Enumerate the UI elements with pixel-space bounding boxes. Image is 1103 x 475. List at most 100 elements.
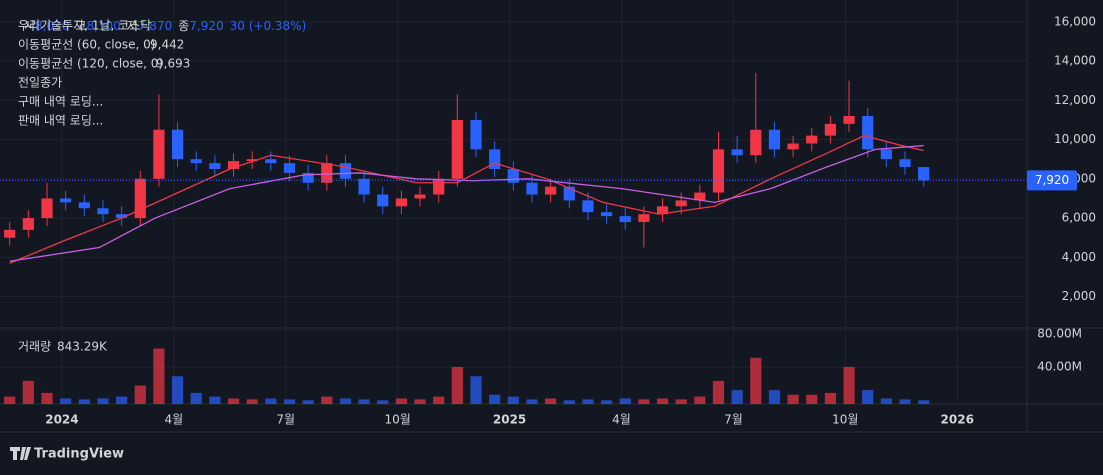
candle-body (694, 192, 706, 201)
prev-close: 전일종가 (18, 76, 62, 90)
volume-bar (563, 400, 575, 404)
volume-bar (675, 399, 687, 404)
header-high-label: 고 (75, 19, 86, 33)
logo (10, 447, 31, 460)
volume-bar (843, 367, 855, 404)
volume-bar (768, 390, 781, 404)
candle-body (619, 216, 631, 222)
volume-bar (433, 396, 445, 404)
brand: TradingView (10, 447, 124, 462)
candle-body (470, 119, 482, 150)
volume-bar (918, 400, 930, 404)
legend: 우리기술투자, 1날, 코스닥 이동평균선 (60, close, 0) 이동평… (18, 19, 163, 354)
volume-bar (97, 398, 109, 404)
candle-body (4, 229, 16, 238)
candle-body (134, 178, 146, 219)
volume-bar (750, 357, 762, 404)
y-tick-label: 6,000 (1062, 211, 1096, 225)
volume-value: 843.29K (57, 340, 108, 354)
candle-body (22, 218, 34, 230)
volume-bar (862, 390, 874, 404)
volume-bar (545, 398, 557, 404)
candle-body (638, 214, 650, 222)
volume-bar (712, 380, 725, 404)
volume-bar (4, 396, 16, 404)
candle-body (451, 119, 463, 179)
last-price-label: 7,920 (1035, 173, 1069, 187)
volume-bar (377, 400, 389, 404)
candle-body (880, 149, 892, 160)
candle-body (545, 186, 557, 195)
candle-body (489, 149, 501, 169)
header-change: 30 (+0.38%) (230, 19, 307, 33)
candle-body (302, 172, 314, 183)
volume-bar (321, 396, 333, 404)
volume-bar (600, 400, 613, 404)
ohlc-header: 시8,010 고8,100 저7,870 종7,920 30 (+0.38%) (24, 19, 306, 33)
volume-bar (787, 394, 799, 404)
x-tick-label: 2024 (45, 413, 78, 427)
candle-body (414, 194, 426, 199)
x-tick-label: 2025 (493, 413, 526, 427)
volume-bar (731, 390, 743, 404)
y-tick-label: 12,000 (1054, 93, 1096, 107)
candle-body (283, 163, 296, 173)
volume-bar (60, 398, 72, 404)
candle-body (918, 167, 930, 181)
candle-body (787, 143, 799, 150)
vol-tick-label: 40.00M (1037, 360, 1082, 374)
volume-bar (806, 394, 818, 404)
volume-bar (78, 399, 90, 404)
candle-body (899, 159, 911, 168)
candle-body (97, 208, 109, 215)
volume-bar (899, 399, 911, 404)
y-tick-label: 10,000 (1054, 132, 1096, 146)
ma-legend: 이동평균선 (120, close, 0) (18, 57, 163, 71)
candle-body (582, 200, 594, 213)
ma-legend: 이동평균선 (60, close, 0) (18, 38, 155, 52)
header-open: 8,010 (35, 19, 69, 33)
volume-bar (358, 399, 370, 404)
volume-bar (283, 399, 296, 404)
candle-body (153, 129, 165, 179)
last-price-tag (1027, 170, 1077, 191)
volume-bar (134, 385, 146, 404)
header-open-label: 시 (24, 19, 35, 33)
candle-body (377, 194, 389, 207)
x-tick-label: 7월 (724, 413, 743, 427)
volume-bar (171, 376, 184, 404)
candle-body (526, 182, 538, 195)
ma-line (9, 144, 924, 262)
header-low-label: 저 (127, 19, 138, 33)
candle-body (60, 198, 72, 203)
candle-body (563, 186, 575, 201)
x-tick-label: 10월 (385, 413, 411, 427)
candle-body (265, 159, 277, 164)
volume-bar (41, 392, 53, 404)
candle-body (656, 206, 669, 215)
candle-body (116, 214, 128, 219)
volume-bar (246, 399, 258, 404)
candle-body (731, 149, 743, 156)
brand-name: TradingView (34, 447, 124, 462)
candle-body (227, 161, 240, 169)
volume-bar (451, 367, 463, 404)
candle-body (600, 212, 613, 217)
candle-body (171, 129, 184, 160)
volume-bar (880, 398, 892, 404)
candle-body (78, 202, 90, 209)
volume-label: 거래량 (18, 340, 51, 354)
header-close: 7,920 (189, 19, 223, 33)
candle-body (675, 200, 687, 207)
candle-body (246, 159, 258, 162)
candle-body (190, 159, 202, 164)
volume-bar (656, 398, 669, 404)
x-tick-label: 4월 (164, 413, 183, 427)
candle-body (209, 163, 221, 169)
x-tick-label: 2026 (941, 413, 974, 427)
y-tick-label: 16,000 (1054, 14, 1096, 28)
volume-bar (638, 399, 650, 404)
candle-body (862, 116, 874, 150)
